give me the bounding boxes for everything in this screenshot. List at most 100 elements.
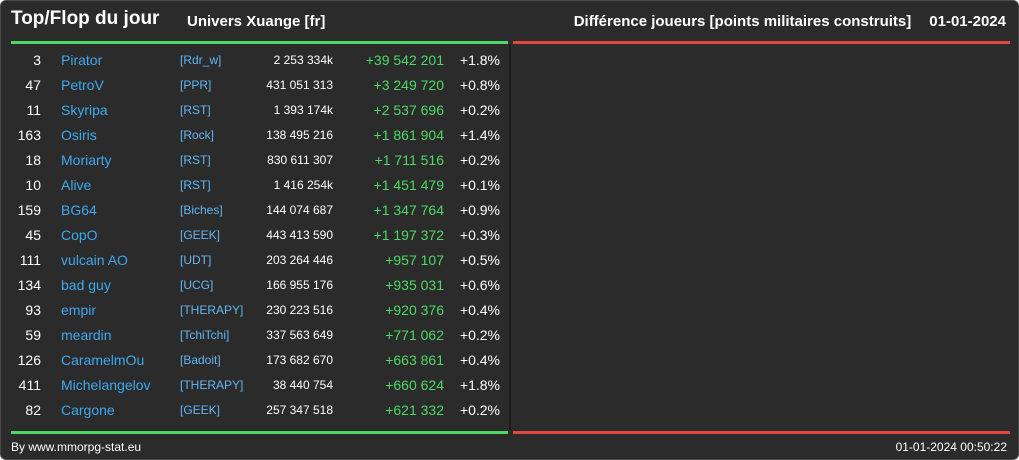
table-row: 11 Skyripa [RST] 1 393 174k +2 537 696 +0.2% (1, 98, 509, 123)
percent-change: +0.5% (459, 252, 500, 268)
points-difference: +920 376 (385, 302, 444, 318)
alliance-tag-link[interactable]: [GEEK] (180, 228, 221, 242)
alliance-tag-link[interactable]: [GEEK] (180, 403, 221, 417)
player-name-link[interactable]: Pirator (61, 52, 103, 68)
player-rank: 126 (17, 352, 41, 368)
points-difference: +935 031 (385, 277, 444, 293)
table-row: 82 Cargone [GEEK] 257 347 518 +621 332 +0.2% (1, 398, 509, 423)
points-difference: +621 332 (385, 402, 444, 418)
player-rank: 134 (17, 277, 41, 293)
points-difference: +771 062 (385, 327, 444, 343)
top-section-bar (11, 41, 508, 44)
player-rank: 10 (25, 177, 41, 193)
player-points: 2 253 334k (273, 53, 333, 67)
player-points: 830 611 307 (267, 153, 333, 167)
player-rank: 159 (17, 202, 41, 218)
player-rank: 3 (33, 52, 41, 68)
table-row: 47 PetroV [PPR] 431 051 313 +3 249 720 +0.8% (1, 73, 509, 98)
player-points: 38 440 754 (272, 378, 333, 392)
site-credit: By www.mmorpg-stat.eu (11, 440, 142, 454)
player-points: 1 393 174k (273, 103, 333, 117)
player-name-link[interactable]: bad guy (61, 277, 111, 293)
percent-change: +0.2% (459, 152, 500, 168)
player-rank: 59 (25, 327, 41, 343)
player-name-link[interactable]: CopO (61, 227, 98, 243)
points-difference: +1 711 516 (374, 152, 444, 168)
alliance-tag-link[interactable]: [THERAPY] (180, 378, 244, 392)
player-points: 138 495 216 (266, 128, 333, 142)
table-row: 134 bad guy [UCG] 166 955 176 +935 031 +0.6% (1, 273, 509, 298)
table-row: 126 CaramelmOu [Badoit] 173 682 670 +663 861… (1, 348, 509, 373)
points-difference: +1 347 764 (373, 202, 444, 218)
percent-change: +0.1% (459, 177, 500, 193)
alliance-tag-link[interactable]: [Rock] (180, 128, 215, 142)
table-row: 93 empir [THERAPY] 230 223 516 +920 376 +0.4% (1, 298, 509, 323)
player-name-link[interactable]: empir (61, 302, 97, 318)
table-row: 18 Moriarty [RST] 830 611 307 +1 711 516 +0.2… (1, 148, 509, 173)
table-row: 159 BG64 [Biches] 144 074 687 +1 347 764 +0.9… (1, 198, 509, 223)
player-rank: 18 (25, 152, 41, 168)
player-name-link[interactable]: BG64 (61, 202, 97, 218)
player-points: 203 264 446 (266, 253, 333, 267)
percent-change: +1.8% (459, 52, 500, 68)
player-name-link[interactable]: PetroV (61, 77, 104, 93)
player-rank: 45 (25, 227, 41, 243)
table-row: 10 Alive [RST] 1 416 254k +1 451 479 +0.1% (1, 173, 509, 198)
flop-section-bar-bottom (513, 431, 1010, 434)
player-name-link[interactable]: meardin (61, 327, 112, 343)
percent-change: +0.3% (459, 227, 500, 243)
player-rank: 93 (25, 302, 41, 318)
universe-label: Univers Xuange [fr] (187, 13, 326, 30)
table-row: 45 CopO [GEEK] 443 413 590 +1 197 372 +0.3% (1, 223, 509, 248)
alliance-tag-link[interactable]: [UDT] (180, 253, 212, 267)
player-points: 166 955 176 (266, 278, 333, 292)
alliance-tag-link[interactable]: [Badoit] (180, 353, 221, 367)
percent-change: +0.2% (459, 327, 500, 343)
percent-change: +0.8% (459, 77, 500, 93)
percent-change: +0.2% (459, 402, 500, 418)
player-rank: 411 (18, 377, 41, 393)
player-rank: 47 (25, 77, 41, 93)
table-row: 59 meardin [TchiTchi] 337 563 649 +771 062 +0… (1, 323, 509, 348)
player-points: 173 682 670 (266, 353, 333, 367)
flop-section-bar (513, 41, 1010, 44)
alliance-tag-link[interactable]: [RST] (180, 153, 211, 167)
player-name-link[interactable]: Michelangelov (61, 377, 151, 393)
player-name-link[interactable]: Alive (61, 177, 92, 193)
player-rank: 163 (17, 127, 41, 143)
alliance-tag-link[interactable]: [TchiTchi] (180, 328, 230, 342)
player-name-link[interactable]: vulcain AO (61, 252, 128, 268)
player-name-link[interactable]: Osiris (61, 127, 97, 143)
player-name-link[interactable]: CaramelmOu (61, 352, 145, 368)
points-difference: +39 542 201 (365, 52, 444, 68)
alliance-tag-link[interactable]: [UCG] (180, 278, 214, 292)
player-points: 257 347 518 (266, 403, 333, 417)
player-points: 431 051 313 (266, 78, 333, 92)
alliance-tag-link[interactable]: [Biches] (180, 203, 223, 217)
header-info: Différence joueurs [points militaires co… (574, 13, 1006, 30)
player-rank: 82 (25, 402, 41, 418)
alliance-tag-link[interactable]: [PPR] (180, 78, 212, 92)
table-row: 411 Michelangelov [THERAPY] 38 440 754 +660 … (1, 373, 509, 398)
alliance-tag-link[interactable]: [RST] (180, 178, 211, 192)
header-date: 01-01-2024 (929, 13, 1006, 30)
percent-change: +0.2% (459, 102, 500, 118)
page-title: Top/Flop du jour (11, 8, 160, 29)
player-name-link[interactable]: Skyripa (61, 102, 108, 118)
table-row: 3 Pirator [Rdr_w] 2 253 334k +39 542 201 +1.8… (1, 48, 509, 73)
percent-change: +1.8% (459, 377, 500, 393)
points-difference: +1 451 479 (373, 177, 444, 193)
player-rank: 111 (19, 252, 41, 268)
alliance-tag-link[interactable]: [THERAPY] (180, 303, 244, 317)
player-name-link[interactable]: Moriarty (61, 152, 112, 168)
top-section-bar-bottom (11, 431, 508, 434)
generated-timestamp: 01-01-2024 00:50:22 (895, 440, 1007, 454)
points-difference: +663 861 (385, 352, 444, 368)
player-points: 230 223 516 (266, 303, 333, 317)
player-name-link[interactable]: Cargone (61, 402, 115, 418)
alliance-tag-link[interactable]: [RST] (180, 103, 211, 117)
player-points: 144 074 687 (266, 203, 333, 217)
points-difference: +957 107 (385, 252, 444, 268)
alliance-tag-link[interactable]: [Rdr_w] (180, 53, 222, 67)
